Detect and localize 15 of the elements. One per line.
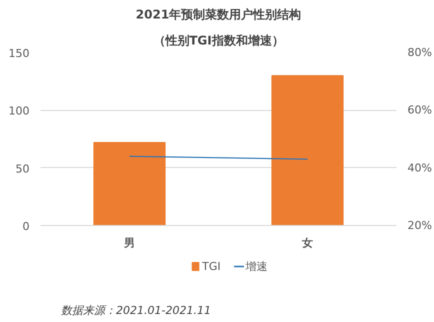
y2-tick-label: 40%: [408, 161, 432, 174]
y-tick-label: 50: [16, 162, 30, 176]
legend-label: 增速: [244, 260, 268, 273]
y-tick-label: 150: [8, 47, 30, 60]
y-tick-label: 0: [22, 220, 30, 233]
chart-subtitle: （性别TGI指数和增速）: [153, 34, 284, 48]
y2-tick-label: 60%: [408, 104, 432, 117]
y2-tick-label: 80%: [408, 46, 432, 59]
x-tick-label: 男: [123, 236, 135, 250]
legend-label: TGI: [201, 260, 221, 273]
chart-title: 2021年预制菜数用户性别结构: [136, 8, 302, 22]
y2-tick-label: 20%: [408, 219, 432, 232]
y-tick-label: 100: [8, 104, 30, 118]
source-note: 数据来源：2021.01-2021.11: [61, 304, 211, 317]
x-tick-label: 女: [301, 236, 313, 250]
